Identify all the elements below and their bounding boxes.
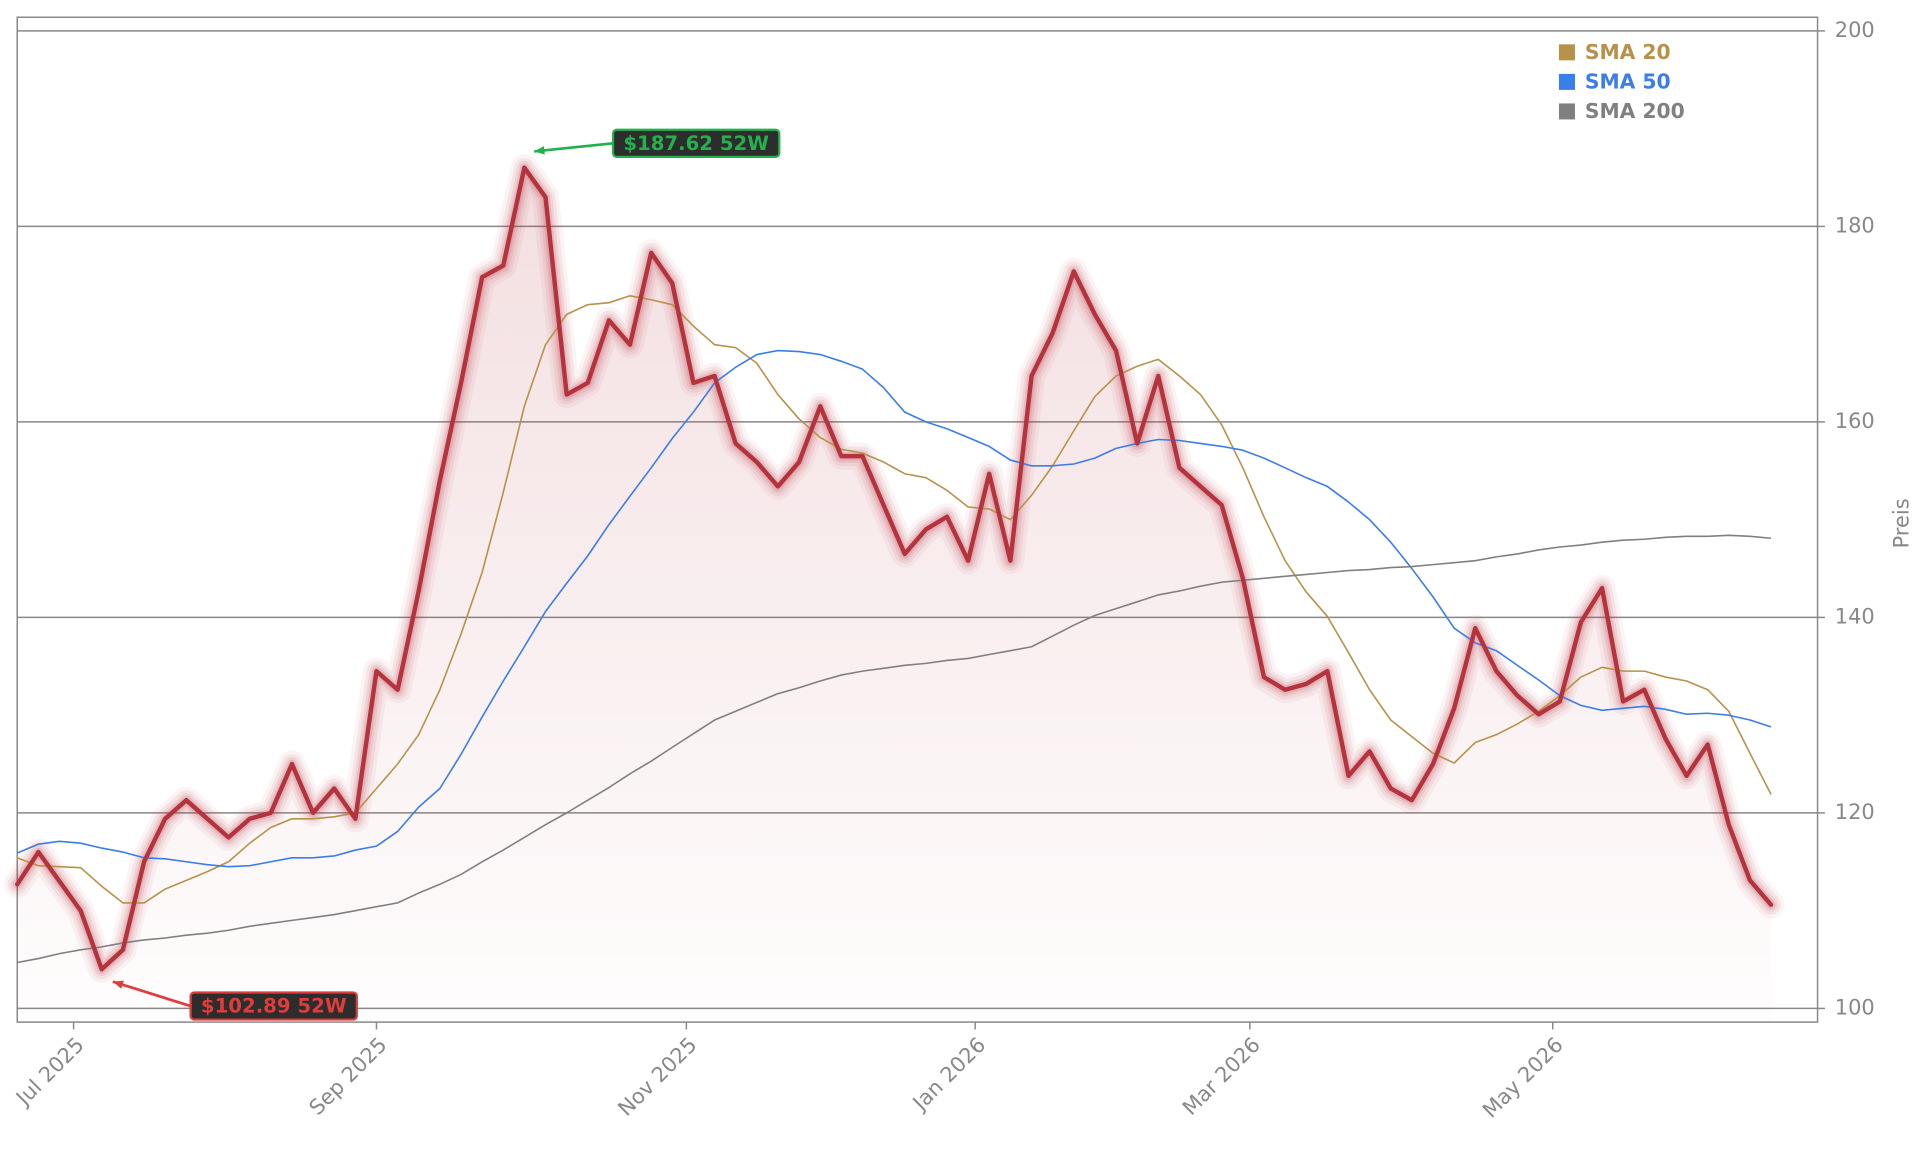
price-line <box>15 165 1774 972</box>
x-tick-label: Mar 2026 <box>1178 1033 1265 1120</box>
x-tick-label: Jan 2026 <box>907 1033 991 1117</box>
y-tick-label: 200 <box>1835 18 1875 42</box>
annotation-box <box>611 128 781 158</box>
sma-line <box>17 534 1772 964</box>
y-tick-label: 140 <box>1835 604 1875 628</box>
annotation-box <box>189 991 358 1021</box>
x-tick-label: May 2026 <box>1478 1033 1568 1123</box>
legend-swatch <box>1558 103 1575 120</box>
sma-line <box>16 349 1772 868</box>
y-tick-label: 160 <box>1835 409 1875 433</box>
legend-swatch <box>1558 73 1575 90</box>
annotation-arrowhead <box>534 146 545 155</box>
legend-swatch <box>1558 44 1575 61</box>
x-tick-label: Nov 2025 <box>613 1033 701 1121</box>
annotation-arrow <box>534 141 614 153</box>
price-area <box>17 167 1772 1023</box>
y-axis-label: Preis <box>1890 498 1914 548</box>
sma-line <box>16 294 1772 904</box>
y-tick-label: 120 <box>1835 800 1875 824</box>
annotation-arrowhead <box>112 980 124 989</box>
annotation-label: $102.89 52W <box>201 995 347 1018</box>
x-tick-label: Jul 2025 <box>10 1033 89 1112</box>
annotation-arrow <box>112 980 192 1008</box>
x-tick-label: Sep 2025 <box>304 1033 391 1120</box>
legend-label: SMA 200 <box>1585 99 1685 123</box>
y-tick-label: 180 <box>1835 213 1875 237</box>
y-tick-label: 100 <box>1835 995 1875 1019</box>
legend-label: SMA 50 <box>1585 70 1671 94</box>
legend-label: SMA 20 <box>1585 40 1671 64</box>
annotation-label: $187.62 52W <box>623 132 769 155</box>
